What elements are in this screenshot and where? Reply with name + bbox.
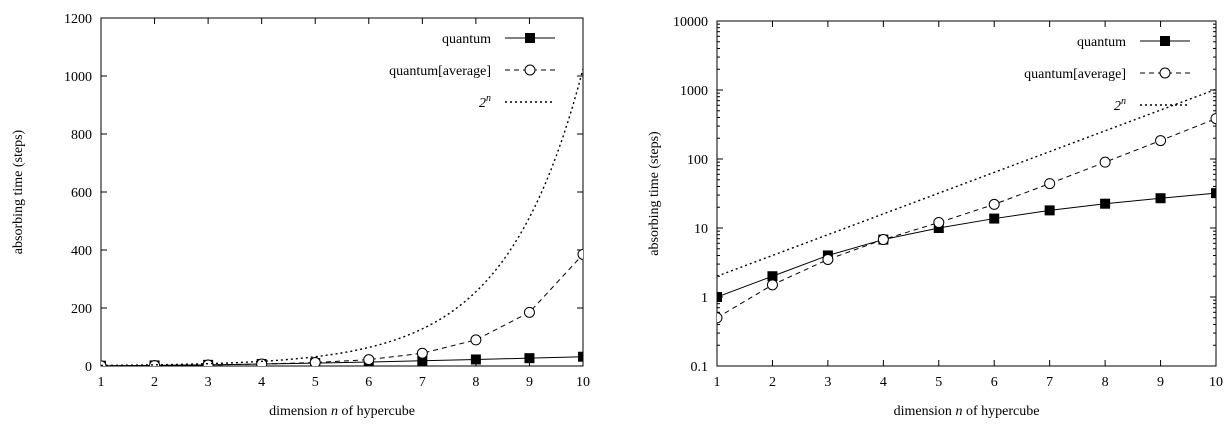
data-point-square (767, 271, 778, 282)
series-line (717, 192, 1216, 298)
data-point-circle (1155, 135, 1167, 147)
data-point-circle (988, 198, 1000, 210)
y-tick-label: 10000 (673, 15, 708, 30)
legend-label: quantum[average] (389, 64, 491, 79)
x-tick-label: 3 (824, 375, 831, 390)
linear-chart: 1 2 3 4 5 6 7 8 9 10 0 200 400 600 800 1000 1200 dimensio… (11, 12, 590, 419)
x-tick-label: 5 (312, 375, 319, 390)
series-1 (717, 113, 1216, 324)
series-line (717, 88, 1216, 277)
x-tick-label: 9 (1157, 375, 1164, 390)
y-tick-label: 600 (71, 186, 92, 201)
data-point-square (717, 292, 722, 302)
data-point-circle (766, 279, 778, 291)
series-0 (717, 188, 1216, 302)
data-point-circle (309, 357, 321, 366)
data-point-circle (933, 217, 945, 229)
series-0 (101, 351, 583, 366)
x-tick-label: 7 (419, 375, 426, 390)
data-point-square (1211, 188, 1216, 199)
data-point-circle (202, 359, 214, 366)
y-tick-label: 1000 (64, 70, 92, 85)
data-point-square (470, 354, 481, 365)
data-point-circle (256, 358, 268, 366)
data-point-circle (717, 312, 723, 324)
legend-marker (525, 33, 535, 43)
legend-label: quantum (1077, 35, 1126, 50)
data-point-square (1044, 205, 1055, 216)
data-point-square (417, 355, 428, 366)
data-point-circle (101, 360, 107, 366)
data-point-circle (523, 306, 535, 318)
data-point-square (578, 351, 583, 362)
y-tick-label: 10 (694, 222, 708, 237)
x-tick-label: 4 (880, 375, 887, 390)
legend-marker (1159, 67, 1171, 79)
legend-marker (524, 64, 536, 76)
series-line (101, 254, 583, 366)
x-tick-label: 6 (365, 375, 372, 390)
series-2 (717, 88, 1216, 277)
data-point-circle (416, 347, 428, 359)
legend-label: quantum[average] (1024, 67, 1126, 82)
data-point-circle (1099, 156, 1111, 168)
y-tick-label: 100 (687, 153, 708, 168)
x-tick-label: 6 (991, 375, 998, 390)
x-tick-label: 9 (526, 375, 533, 390)
data-point-circle (577, 248, 583, 260)
y-tick-label: 1 (701, 291, 708, 306)
data-point-square (1155, 193, 1166, 204)
y-axis-label: absorbing time (steps) (647, 131, 662, 256)
y-tick-label: 0 (85, 360, 92, 375)
x-tick-label: 1 (714, 375, 721, 390)
y-tick-label: 1200 (64, 12, 92, 27)
data-point-square (989, 213, 1000, 224)
x-tick-label: 7 (1046, 375, 1053, 390)
data-point-square (1100, 198, 1111, 209)
x-tick-label: 8 (472, 375, 479, 390)
series-line (101, 68, 583, 366)
legend-marker (1160, 36, 1170, 46)
y-tick-label: 200 (71, 302, 92, 317)
x-axis-label: dimension n of hypercube (894, 404, 1040, 419)
y-tick-label: 800 (71, 128, 92, 143)
x-axis-label: dimension n of hypercube (269, 404, 415, 419)
x-tick-label: 2 (151, 375, 158, 390)
legend-label: 2n (1114, 96, 1126, 114)
data-point-circle (1210, 113, 1216, 125)
legend-label: quantum (442, 32, 491, 47)
x-tick-label: 4 (258, 375, 265, 390)
series-line (717, 118, 1216, 319)
data-point-circle (822, 253, 834, 265)
series-line (101, 356, 583, 366)
legend-label: 2n (479, 93, 491, 111)
y-tick-label: 0.1 (691, 360, 709, 375)
x-tick-label: 5 (935, 375, 942, 390)
x-tick-label: 8 (1102, 375, 1109, 390)
x-tick-label: 10 (576, 375, 590, 390)
data-point-square (524, 353, 535, 364)
x-tick-label: 10 (1209, 375, 1223, 390)
y-axis-label: absorbing time (steps) (11, 129, 26, 254)
x-tick-label: 2 (769, 375, 776, 390)
data-point-circle (363, 354, 375, 366)
log-chart: 1 2 3 4 5 6 7 8 9 10 0.1 1 10 100 1000 10000 dimension n… (647, 15, 1223, 419)
y-tick-label: 400 (71, 244, 92, 259)
x-tick-label: 3 (205, 375, 212, 390)
x-tick-label: 1 (98, 375, 105, 390)
plot-frame (100, 17, 584, 367)
series-2 (101, 68, 583, 366)
data-point-circle (470, 334, 482, 346)
y-tick-label: 1000 (680, 84, 708, 99)
data-point-circle (1044, 178, 1056, 190)
data-point-circle (877, 234, 889, 246)
